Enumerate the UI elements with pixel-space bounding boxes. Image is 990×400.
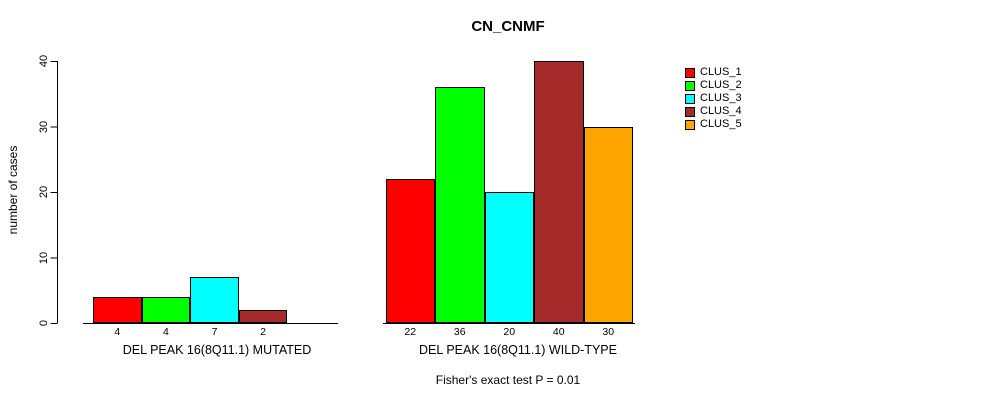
y-tick-label: 10 xyxy=(38,251,50,264)
chart-title: CN_CNMF xyxy=(471,18,545,35)
bar-clus_2-group2 xyxy=(435,87,485,323)
bar-value-label: 2 xyxy=(260,326,267,338)
bar-value-label: 7 xyxy=(211,326,218,338)
bar-value-label: 22 xyxy=(404,326,417,338)
bar-value-label: 4 xyxy=(114,326,121,338)
bar-value-label: 20 xyxy=(503,326,516,338)
bar-value-label: 30 xyxy=(602,326,615,338)
bar-clus_4-group1 xyxy=(238,309,288,323)
group-label-mutated: DEL PEAK 16(8Q11.1) MUTATED xyxy=(122,343,312,357)
legend-label: CLUS_1 xyxy=(700,66,742,78)
bar-value-label: 36 xyxy=(453,326,466,338)
legend-item-clus_2: CLUS_2 xyxy=(685,79,742,92)
y-tick-label: 20 xyxy=(38,185,50,199)
footer-annotation: Fisher's exact test P = 0.01 xyxy=(435,373,581,387)
legend-swatch-clus_3 xyxy=(685,93,695,104)
bar-clus_1-group2 xyxy=(385,178,435,323)
legend-item-clus_3: CLUS_3 xyxy=(685,92,742,105)
bar-clus_1-group1 xyxy=(93,296,142,323)
legend-item-clus_1: CLUS_1 xyxy=(685,66,742,79)
group-label-wildtype: DEL PEAK 16(8Q11.1) WILD-TYPE xyxy=(419,343,617,357)
legend-swatch-clus_1 xyxy=(685,67,695,78)
bar-clus_4-group2 xyxy=(534,61,584,323)
legend: CLUS_1 CLUS_2 CLUS_3 CLUS_4 CLUS_5 xyxy=(685,66,742,131)
y-tick-label: 30 xyxy=(38,120,50,133)
legend-item-clus_4: CLUS_4 xyxy=(685,105,742,118)
legend-swatch-clus_2 xyxy=(685,80,695,91)
legend-swatch-clus_5 xyxy=(685,119,695,130)
bar-value-label: 4 xyxy=(162,326,169,338)
legend-label: CLUS_4 xyxy=(700,105,742,117)
y-tick-label: 0 xyxy=(38,319,50,327)
legend-label: CLUS_3 xyxy=(700,92,742,104)
bar-clus_3-group1 xyxy=(190,277,239,323)
bar-clus_5-group2 xyxy=(583,126,633,323)
legend-label: CLUS_5 xyxy=(700,118,742,130)
y-tick-label: 40 xyxy=(38,54,50,68)
legend-label: CLUS_2 xyxy=(700,79,742,91)
bar-clus_2-group1 xyxy=(141,296,191,323)
legend-swatch-clus_4 xyxy=(685,106,695,117)
bar-clus_3-group2 xyxy=(484,192,534,323)
bar-value-label: 40 xyxy=(552,326,565,338)
legend-item-clus_5: CLUS_5 xyxy=(685,118,742,131)
